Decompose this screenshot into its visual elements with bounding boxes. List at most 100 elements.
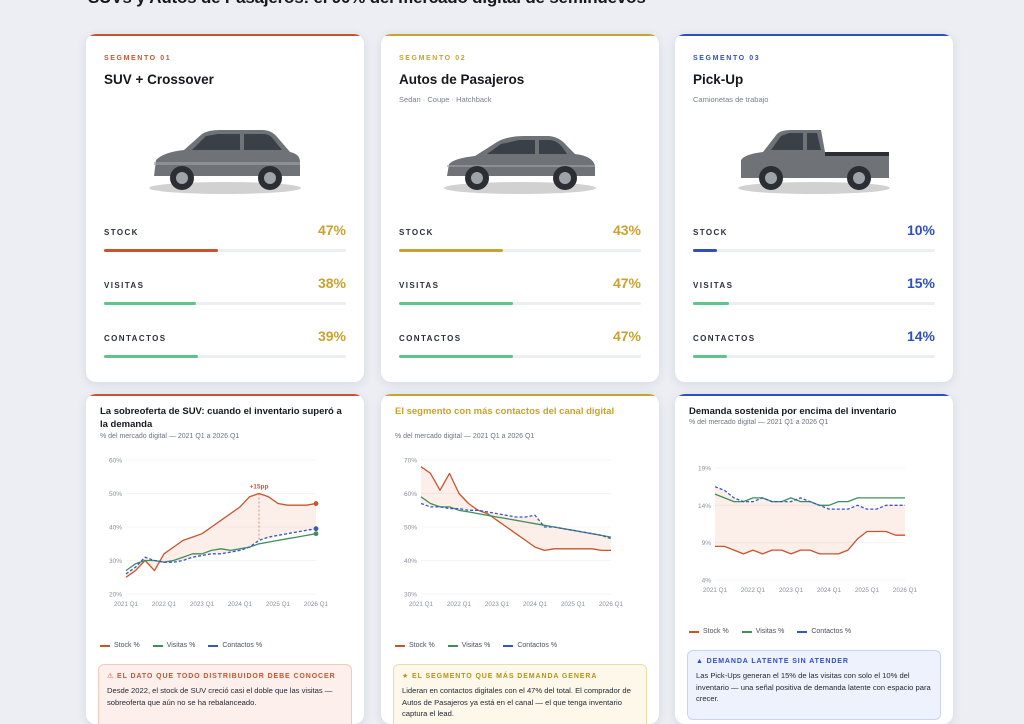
- legend-swatch: [152, 644, 163, 647]
- metric-value: 38%: [317, 275, 346, 291]
- metric-name: CONTACTOS: [693, 334, 756, 343]
- metric-contactos: CONTACTOS 47%: [399, 328, 641, 368]
- chart-legend: Stock % Visitas % Contactos %: [395, 642, 557, 649]
- legend-swatch: [503, 644, 514, 647]
- legend-item-visitas: Visitas %: [447, 642, 491, 649]
- segment-title: Autos de Pasajeros: [399, 72, 525, 87]
- gap-shading: [715, 486, 905, 554]
- metric-visitas: VISITAS 15%: [693, 275, 935, 315]
- line-chart: 20% 30% 40% 50% 60% 2021 Q1 2022 Q1 2023 Q1 2024…: [109, 458, 329, 609]
- gap-shading: [421, 466, 611, 551]
- callout-body: Lideran en contactos digitales con el 47…: [402, 686, 631, 718]
- x-tick-label: 2022 Q1: [447, 601, 472, 608]
- segment-subtitle: Sedan · Coupe · Hatchback: [399, 95, 492, 104]
- series-endpoint-stock: [313, 501, 319, 506]
- y-tick-label: 9%: [702, 540, 712, 547]
- metric-value: 14%: [906, 328, 935, 344]
- metric-name: CONTACTOS: [399, 334, 462, 343]
- legend-item-stock: Stock %: [395, 642, 435, 649]
- series-line-stock: [125, 492, 317, 578]
- metric-contactos: CONTACTOS 14%: [693, 328, 935, 368]
- progress-fill: [104, 249, 218, 252]
- y-tick-label: 14%: [698, 503, 711, 510]
- progress-fill: [399, 249, 504, 252]
- x-tick-label: 2024 Q1: [228, 601, 253, 608]
- legend-swatch: [741, 630, 752, 633]
- chart-subtitle: % del mercado digital — 2021 Q1 a 2026 Q…: [689, 419, 829, 426]
- legend-item-stock: Stock %: [689, 628, 729, 635]
- legend-swatch: [797, 630, 808, 633]
- x-tick-label: 2023 Q1: [779, 587, 804, 594]
- progress-track: [104, 302, 346, 305]
- progress-fill: [104, 355, 199, 358]
- y-tick-label: 40%: [109, 525, 122, 532]
- x-tick-label: 2025 Q1: [855, 587, 880, 594]
- chart-card-pasajeros: El segmento con más contactos del canal …: [381, 394, 659, 724]
- metric-visitas: VISITAS 47%: [399, 275, 641, 315]
- metric-value: 47%: [317, 222, 346, 238]
- legend-item-stock: Stock %: [100, 642, 140, 649]
- segment-title: Pick-Up: [693, 72, 744, 87]
- chart-title: La sobreoferta de SUV: cuando el inventa…: [100, 406, 342, 430]
- insight-callout: ★ EL SEGMENTO QUE MÁS DEMANDA GENERA Lide…: [393, 664, 647, 724]
- progress-fill: [693, 302, 730, 305]
- legend-label: Visitas %: [461, 642, 491, 649]
- line-chart: 4% 9% 14% 19% 2021 Q1 2022 Q1 2023 Q1 2024 Q1 20…: [698, 466, 918, 595]
- x-tick-label: 2023 Q1: [190, 601, 215, 608]
- x-tick-label: 2022 Q1: [152, 601, 177, 608]
- callout-title: ★ EL SEGMENTO QUE MÁS DEMANDA GENERA: [402, 673, 598, 680]
- progress-track: [399, 355, 641, 358]
- sedan-car-icon: [435, 120, 605, 198]
- card-accent-bar: [381, 394, 659, 396]
- metric-stock: STOCK 43%: [399, 222, 641, 262]
- progress-fill: [693, 355, 727, 358]
- progress-track: [693, 302, 935, 305]
- page-title: SUVs y Autos de Pasajeros: el 90% del me…: [88, 0, 646, 8]
- metric-name: STOCK: [693, 228, 728, 237]
- pickup-truck-icon: [729, 120, 899, 198]
- card-accent-bar: [675, 394, 953, 396]
- progress-track: [693, 355, 935, 358]
- chart-legend: Stock % Visitas % Contactos %: [689, 628, 851, 635]
- legend-item-visitas: Visitas %: [741, 628, 784, 635]
- callout-body: Las Pick-Ups generan el 15% de las visit…: [696, 671, 931, 703]
- series-line-contactos: [420, 502, 612, 540]
- x-tick-label: 2021 Q1: [409, 601, 434, 608]
- progress-track: [104, 355, 346, 358]
- metric-value: 47%: [612, 275, 641, 291]
- callout-title: ▲ DEMANDA LATENTE SIN ATENDER: [696, 658, 849, 665]
- segment-label: SEGMENTO 01: [104, 55, 172, 62]
- x-tick-label: 2025 Q1: [561, 601, 586, 608]
- x-tick-label: 2021 Q1: [114, 601, 139, 608]
- chart-card-pickup: Demanda sostenida por encima del inventa…: [675, 394, 953, 724]
- x-tick-label: 2026 Q1: [599, 601, 624, 608]
- legend-swatch: [208, 644, 219, 647]
- line-chart: 30% 40% 50% 60% 70% 2021 Q1 2022 Q1 2023 Q1 2024…: [404, 458, 624, 609]
- legend-swatch: [689, 630, 699, 633]
- card-accent-bar: [675, 34, 953, 36]
- gap-shading: [126, 493, 316, 578]
- metric-stock: STOCK 47%: [104, 222, 346, 262]
- segment-card-pasajeros: SEGMENTO 02 Autos de Pasajeros Sedan · Cou…: [381, 34, 659, 382]
- segment-card-suv: SEGMENTO 01 SUV + Crossover STOCK 47% VISITA…: [86, 34, 364, 382]
- metric-name: VISITAS: [693, 281, 734, 290]
- y-tick-label: 60%: [109, 458, 122, 465]
- insight-callout: ⚠ EL DATO QUE TODO DISTRIBUIDOR DEBE CON…: [98, 664, 352, 724]
- metric-value: 47%: [612, 328, 641, 344]
- legend-item-visitas: Visitas %: [152, 642, 195, 649]
- chart-card-suv: La sobreoferta de SUV: cuando el inventa…: [86, 394, 364, 724]
- metric-stock: STOCK 10%: [693, 222, 935, 262]
- metric-name: VISITAS: [399, 281, 440, 290]
- progress-fill: [693, 249, 718, 252]
- x-tick-label: 2023 Q1: [485, 601, 510, 608]
- legend-swatch: [447, 644, 458, 647]
- legend-swatch: [100, 644, 110, 647]
- metric-value: 10%: [906, 222, 935, 238]
- segment-title: SUV + Crossover: [104, 72, 214, 87]
- annotation-label: +15pp: [250, 484, 269, 491]
- metric-value: 15%: [906, 275, 935, 291]
- series-endpoint-visitas: [313, 531, 319, 537]
- progress-track: [693, 249, 935, 252]
- metric-name: STOCK: [104, 228, 139, 237]
- card-accent-bar: [381, 34, 659, 36]
